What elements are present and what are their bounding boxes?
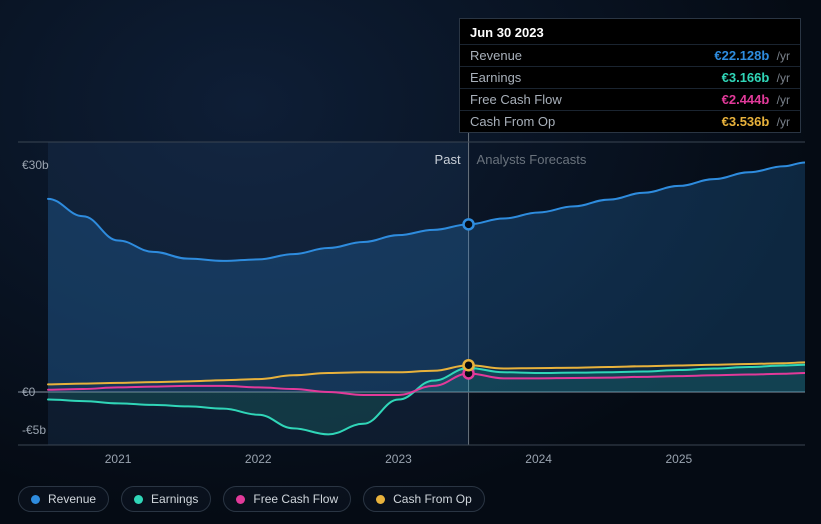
y-tick-label: €30b (22, 158, 49, 172)
x-tick-label: 2021 (105, 452, 132, 466)
x-tick-label: 2024 (525, 452, 552, 466)
legend-label: Earnings (151, 492, 198, 506)
tooltip-row-label: Earnings (470, 70, 521, 85)
x-tick-label: 2023 (385, 452, 412, 466)
tooltip-row-label: Cash From Op (470, 114, 555, 129)
x-tick-label: 2022 (245, 452, 272, 466)
legend-label: Cash From Op (393, 492, 472, 506)
tooltip-row-unit: /yr (773, 71, 790, 85)
marker-revenue (464, 219, 474, 229)
legend: Revenue Earnings Free Cash Flow Cash From O… (18, 486, 485, 512)
tooltip-row: Earnings €3.166b /yr (460, 66, 800, 88)
legend-item-earnings[interactable]: Earnings (121, 486, 211, 512)
legend-dot-icon (134, 495, 143, 504)
tooltip-row-unit: /yr (773, 93, 790, 107)
tooltip-row-value: €22.128b /yr (714, 48, 790, 63)
tooltip-title: Jun 30 2023 (460, 19, 800, 44)
legend-item-fcf[interactable]: Free Cash Flow (223, 486, 351, 512)
legend-dot-icon (31, 495, 40, 504)
legend-label: Revenue (48, 492, 96, 506)
legend-dot-icon (236, 495, 245, 504)
tooltip-row: Revenue €22.128b /yr (460, 44, 800, 66)
legend-dot-icon (376, 495, 385, 504)
marker-cfo (464, 360, 474, 370)
x-tick-label: 2025 (665, 452, 692, 466)
tooltip-row-label: Revenue (470, 48, 522, 63)
tooltip-row-unit: /yr (773, 115, 790, 129)
tooltip-row-value: €3.536b /yr (722, 114, 790, 129)
legend-item-revenue[interactable]: Revenue (18, 486, 109, 512)
y-tick-label: €0 (22, 385, 35, 399)
tooltip-row-value: €2.444b /yr (722, 92, 790, 107)
tooltip-row: Cash From Op €3.536b /yr (460, 110, 800, 132)
past-label: Past (435, 152, 461, 167)
tooltip-row-label: Free Cash Flow (470, 92, 562, 107)
legend-label: Free Cash Flow (253, 492, 338, 506)
forecast-label: Analysts Forecasts (477, 152, 587, 167)
tooltip-row: Free Cash Flow €2.444b /yr (460, 88, 800, 110)
y-tick-label: -€5b (22, 423, 46, 437)
tooltip: Jun 30 2023 Revenue €22.128b /yr Earnings €… (459, 18, 801, 133)
tooltip-row-unit: /yr (773, 49, 790, 63)
tooltip-row-value: €3.166b /yr (722, 70, 790, 85)
legend-item-cfo[interactable]: Cash From Op (363, 486, 485, 512)
